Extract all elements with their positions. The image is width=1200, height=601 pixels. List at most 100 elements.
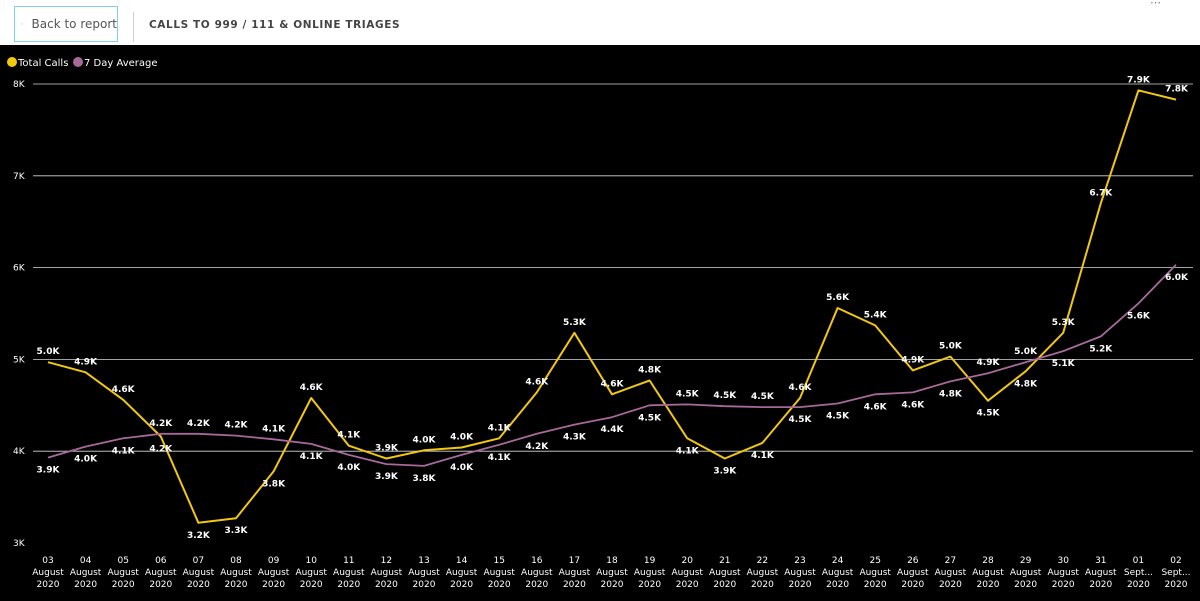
line-chart: 3K 4K 5K 6K 7K 8K 03 August 2020 04 August 2020 05 Au…: [0, 45, 1200, 601]
x-tick-label: 2020: [1089, 580, 1112, 590]
x-tick-label: 2020: [525, 580, 548, 590]
x-tick-label: August: [559, 568, 591, 578]
x-tick-label: August: [596, 568, 628, 578]
data-label-total-calls: 4.8K: [638, 366, 662, 376]
x-tick-label: 18: [606, 556, 618, 566]
data-label-7-day-average: 4.2K: [149, 419, 173, 429]
x-tick-label: August: [258, 568, 290, 578]
y-tick-label: 7K: [13, 172, 26, 182]
x-tick-label: August: [671, 568, 703, 578]
x-tick-label: 2020: [413, 580, 436, 590]
data-label-7-day-average: 4.5K: [789, 415, 813, 425]
x-tick-label: August: [446, 568, 478, 578]
x-tick-label: August: [972, 568, 1004, 578]
data-label-7-day-average: 5.6K: [1127, 311, 1151, 321]
data-label-7-day-average: 4.5K: [751, 392, 775, 402]
data-label-total-calls: 4.1K: [488, 423, 512, 433]
series-line-7-day-average: [47, 264, 1177, 467]
data-label-total-calls: 4.6K: [601, 379, 625, 389]
back-to-report-button[interactable]: Back to report: [14, 6, 118, 42]
x-tick-label: August: [634, 568, 666, 578]
x-tick-label: 2020: [601, 580, 624, 590]
x-tick-label: 27: [945, 556, 956, 566]
data-label-total-calls: 3.8K: [262, 479, 286, 489]
data-label-7-day-average: 4.2K: [525, 442, 549, 452]
chevron-left-icon: [21, 22, 23, 26]
x-tick-label: August: [1047, 568, 1079, 578]
data-label-total-calls: 4.6K: [112, 385, 136, 395]
x-tick-label: August: [521, 568, 553, 578]
data-label-total-calls: 4.2K: [149, 445, 173, 455]
x-tick-label: 2020: [1052, 580, 1075, 590]
data-label-total-calls: 5.0K: [37, 347, 61, 357]
x-tick-label: 2020: [1127, 580, 1150, 590]
x-tick-label: 2020: [1165, 580, 1188, 590]
data-label-total-calls: 7.9K: [1127, 75, 1151, 85]
legend-marker-total-calls[interactable]: [7, 57, 17, 67]
page-title: CALLS TO 999 / 111 & ONLINE TRIAGES: [149, 19, 401, 31]
x-tick-label: August: [1010, 568, 1042, 578]
x-tick-label: 2020: [1014, 580, 1037, 590]
data-label-7-day-average: 5.0K: [1014, 347, 1038, 357]
x-tick-label: 15: [493, 556, 504, 566]
data-label-total-calls: 4.6K: [789, 383, 813, 393]
data-label-7-day-average: 5.2K: [1089, 344, 1113, 354]
data-label-total-calls: 3.2K: [187, 531, 211, 541]
x-tick-label: 09: [268, 556, 280, 566]
legend-item-label: 7 Day Average: [84, 58, 158, 69]
x-tick-label: August: [1085, 568, 1117, 578]
data-label-7-day-average: 4.6K: [901, 400, 925, 410]
x-tick-label: 29: [1020, 556, 1032, 566]
x-tick-label: 2020: [74, 580, 97, 590]
x-tick-label: 2020: [939, 580, 962, 590]
data-label-7-day-average: 4.3K: [563, 433, 587, 443]
x-tick-label: Sept...: [1124, 568, 1153, 578]
data-label-total-calls: 4.0K: [450, 433, 474, 443]
x-tick-label: August: [784, 568, 816, 578]
x-tick-label: August: [32, 568, 64, 578]
x-tick-label: 2020: [375, 580, 398, 590]
x-tick-label: August: [859, 568, 891, 578]
data-label-7-day-average: 4.6K: [864, 402, 888, 412]
header-divider: [133, 12, 134, 42]
data-label-7-day-average: 4.1K: [262, 424, 286, 434]
data-label-total-calls: 4.1K: [676, 446, 700, 456]
data-label-total-calls: 5.3K: [1052, 318, 1076, 328]
y-tick-label: 5K: [13, 355, 26, 365]
y-tick-label: 3K: [13, 539, 26, 549]
chart-canvas: 3K 4K 5K 6K 7K 8K 03 August 2020 04 August 2020 05 Au…: [7, 57, 1193, 590]
x-tick-label: 2020: [713, 580, 736, 590]
x-tick-label: August: [295, 568, 327, 578]
more-options-icon[interactable]: ⋯: [1150, 0, 1162, 9]
data-label-total-calls: 3.9K: [713, 467, 737, 477]
data-label-total-calls: 5.0K: [939, 342, 963, 352]
data-label-total-calls: 4.0K: [413, 435, 437, 445]
legend: Total Calls 7 Day Average: [7, 57, 158, 69]
x-tick-label: August: [897, 568, 929, 578]
x-tick-label: 24: [832, 556, 844, 566]
data-label-7-day-average: 4.5K: [638, 413, 662, 423]
series-line-total-calls: [47, 89, 1177, 524]
data-label-total-calls: 3.3K: [225, 526, 249, 536]
x-tick-label: 2020: [149, 580, 172, 590]
x-tick-label: 16: [531, 556, 543, 566]
data-label-total-calls: 4.5K: [977, 409, 1001, 419]
x-tick-label: August: [408, 568, 440, 578]
x-tick-label: 08: [230, 556, 242, 566]
x-tick-label: 2020: [187, 580, 210, 590]
data-label-total-calls: 4.9K: [901, 355, 925, 365]
x-tick-label: 22: [757, 556, 768, 566]
y-tick-label: 4K: [13, 447, 26, 457]
x-tick-label: 07: [193, 556, 204, 566]
data-label-7-day-average: 4.5K: [676, 389, 700, 399]
x-tick-label: 20: [681, 556, 693, 566]
legend-marker-7-day-average[interactable]: [73, 57, 83, 67]
x-tick-label: August: [107, 568, 139, 578]
data-label-7-day-average: 6.0K: [1165, 273, 1189, 283]
x-tick-label: 13: [418, 556, 429, 566]
legend-item-label: Total Calls: [17, 58, 68, 69]
x-tick-label: 2020: [262, 580, 285, 590]
data-label-7-day-average: 4.1K: [300, 452, 324, 462]
x-tick-label: August: [822, 568, 854, 578]
data-label-total-calls: 5.6K: [826, 293, 850, 303]
